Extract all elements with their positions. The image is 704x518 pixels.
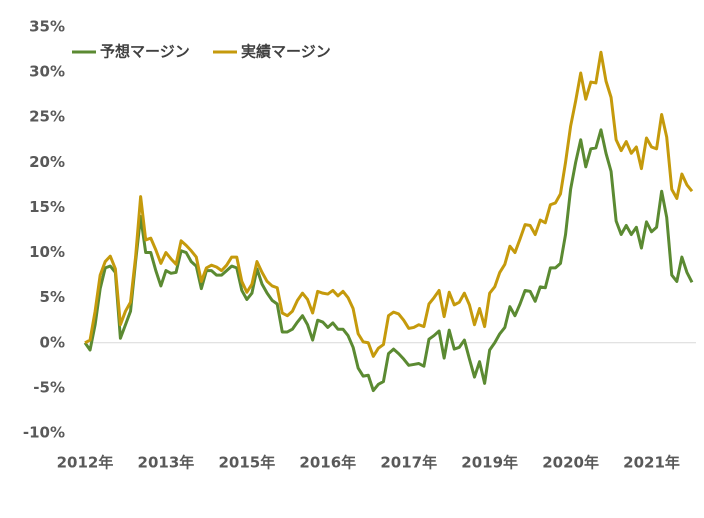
x-tick-label: 2017年 xyxy=(380,454,437,472)
x-tick-label: 2019年 xyxy=(461,454,518,472)
y-tick-label: 15% xyxy=(29,198,65,216)
x-tick-label: 2021年 xyxy=(623,454,680,472)
y-tick-label: 30% xyxy=(29,63,65,81)
x-tick-label: 2012年 xyxy=(57,454,114,472)
x-tick-label: 2020年 xyxy=(542,454,599,472)
y-tick-label: -10% xyxy=(23,424,65,442)
y-tick-label: 25% xyxy=(29,108,65,126)
legend-label: 実績マージン xyxy=(241,43,331,61)
x-tick-label: 2013年 xyxy=(138,454,195,472)
y-tick-label: 35% xyxy=(29,18,65,36)
y-tick-label: 20% xyxy=(29,153,65,171)
y-tick-label: 5% xyxy=(40,288,65,306)
x-tick-label: 2016年 xyxy=(299,454,356,472)
y-tick-label: 0% xyxy=(40,333,65,351)
y-tick-label: 10% xyxy=(29,243,65,261)
legend-label: 予想マージン xyxy=(100,43,190,61)
series-line xyxy=(84,50,694,358)
y-tick-label: -5% xyxy=(33,378,65,396)
x-tick-label: 2015年 xyxy=(218,454,275,472)
series-line xyxy=(83,128,694,393)
